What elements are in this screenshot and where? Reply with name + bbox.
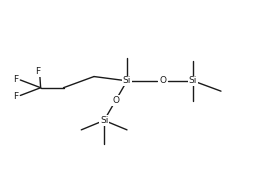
Text: Si: Si bbox=[100, 116, 108, 125]
Text: Si: Si bbox=[189, 76, 197, 85]
Text: F: F bbox=[13, 92, 19, 101]
Text: F: F bbox=[36, 67, 41, 76]
Text: O: O bbox=[112, 96, 119, 105]
Text: Si: Si bbox=[123, 76, 131, 85]
Text: F: F bbox=[13, 75, 19, 84]
Text: O: O bbox=[159, 76, 166, 85]
